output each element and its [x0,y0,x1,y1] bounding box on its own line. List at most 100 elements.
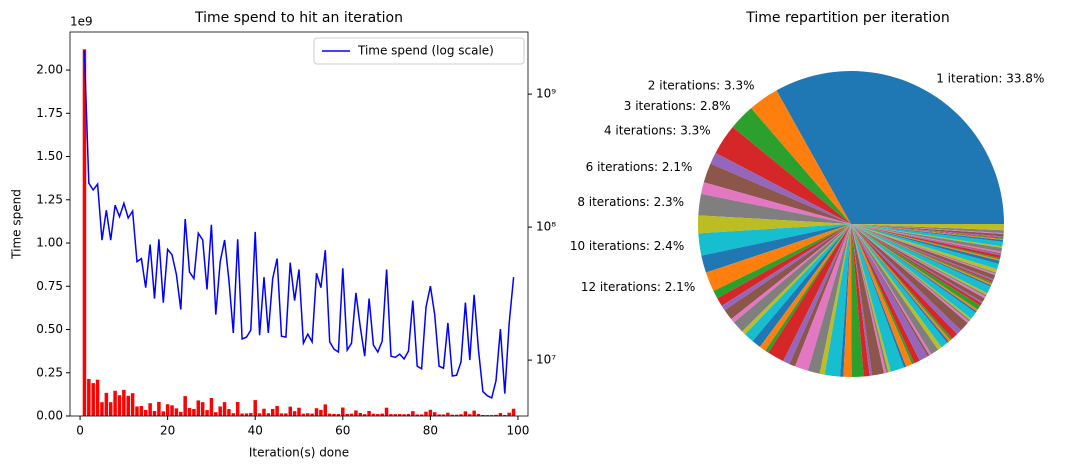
legend-box [313,37,525,65]
bar [419,414,424,416]
bar [428,409,433,416]
bar [218,406,222,416]
slice-label: 8 iterations: 2.3% [577,195,684,209]
pie-slice [851,224,958,339]
pie-slice [851,224,948,348]
pie-slice [703,163,851,224]
bar [235,401,240,416]
pie-slice [851,224,971,322]
bar [323,404,328,416]
bar [336,414,341,416]
pie-slice [851,224,981,310]
slice-label: 2 iterations: 3.3% [648,79,755,93]
pie-slice [851,224,1002,255]
bar [389,414,393,416]
pie-slice [851,224,985,303]
pie-title: Time repartition per iteration [745,10,950,26]
pie-slice [698,224,851,256]
pie-slice [851,224,915,365]
bar [415,414,419,416]
pie-slice [851,224,970,323]
bar [314,408,319,416]
bar [157,401,161,416]
y-tick-label: 0.00 [36,409,63,423]
pie-slice [851,224,983,304]
pie-slice [851,224,949,343]
x-tick-label: 80 [423,424,438,438]
slice-label: 1 iteration: 33.8% [936,71,1044,85]
bar [187,408,192,416]
pie-slice [851,224,988,296]
pie-slice [851,224,1003,252]
y-tick-label: 0.25 [36,365,63,379]
bar [358,412,363,416]
bar [108,402,113,416]
pie-slice [851,224,1004,231]
bar [174,408,179,416]
pie-slice [851,224,889,373]
pie-slice [851,224,1001,259]
y2-tick-label: 10⁷ [536,353,556,367]
chart-title: Time spend to hit an iteration [194,10,403,26]
pie-slice [851,224,992,286]
pie-slice [824,224,851,377]
pie-slice [851,224,1004,239]
pie-slice [851,224,939,355]
pie-slice [776,70,1004,224]
bar [130,393,135,416]
bar [249,413,253,416]
bar [253,400,257,416]
pie-slice [701,224,851,273]
pie-slice [851,224,907,368]
pie-slice [851,224,987,297]
bar [284,413,288,416]
pie-slice [807,224,851,374]
pie-slice [851,224,1004,234]
y-tick-label: 1.00 [36,236,63,250]
pie-slice [851,224,982,306]
bar [205,410,209,416]
bar [113,390,117,416]
pie-slice [732,108,851,224]
bar [122,389,126,416]
pie-slice [851,224,1004,242]
bar [463,411,468,416]
bar [362,414,367,416]
pie-slice [765,224,851,353]
bar [446,412,450,416]
bar [288,406,292,416]
bar [437,414,441,416]
pie-slice [851,224,986,299]
pie-slice [851,224,891,373]
bar [432,412,437,416]
pie-slice [851,224,905,372]
line [83,50,515,399]
bar [135,406,139,416]
bar [170,405,174,416]
bar [257,413,262,416]
pie-slice [742,224,851,335]
bar [411,411,415,416]
y-tick-label: 2.00 [36,63,63,77]
pie-slice [851,224,953,341]
bar [454,414,459,416]
pie-slice [851,224,951,342]
pie-slice [851,224,1000,264]
bar [393,414,398,416]
x-tick-label: 20 [160,424,175,438]
pie-slice [717,224,851,306]
bar [165,404,170,416]
bar [231,413,236,416]
pie-slice [851,224,1001,260]
bar [227,409,231,416]
slice-label: 6 iterations: 2.1% [586,160,693,174]
pie-slice [851,224,992,287]
bar [376,414,380,416]
bar [371,413,376,416]
bar [126,395,130,416]
bar [266,413,271,416]
y-offset-label: 1e9 [70,15,93,29]
pie-slice [851,224,887,374]
bar [354,410,358,416]
